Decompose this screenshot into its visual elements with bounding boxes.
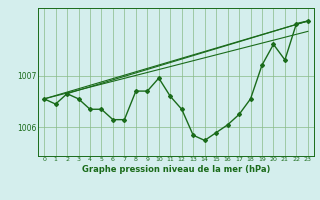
- X-axis label: Graphe pression niveau de la mer (hPa): Graphe pression niveau de la mer (hPa): [82, 165, 270, 174]
